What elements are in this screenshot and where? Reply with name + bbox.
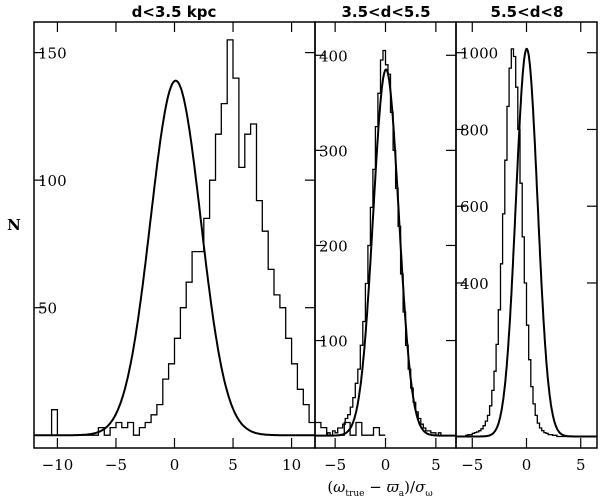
plot-frame	[314, 21, 457, 449]
x-tick-label: 0	[381, 456, 391, 474]
y-tick-label: 300	[319, 142, 348, 160]
x-tick-label: 5	[576, 456, 586, 474]
histogram-steps	[50, 39, 386, 436]
y-tick-label: 400	[319, 47, 348, 65]
panel-title: 3.5<d<5.5	[341, 3, 430, 21]
x-tick-label: 0	[170, 456, 180, 474]
histogram-steps	[461, 48, 592, 438]
x-axis-label: (ωtrue − ϖa)/σω	[327, 478, 432, 499]
y-tick-label: 100	[38, 172, 67, 190]
y-tick-label: 1000	[460, 45, 498, 63]
x-tick-label: 0	[522, 456, 532, 474]
panel-title: 5.5<d<8	[491, 3, 564, 21]
histogram-steps	[325, 49, 446, 437]
x-tick-label: −5	[105, 456, 127, 474]
panel-title: d<3.5 kpc	[132, 3, 217, 21]
gaussian-fit-line	[456, 47, 597, 438]
plot-frame	[455, 21, 598, 449]
y-tick-label: 400	[460, 275, 489, 293]
gaussian-fit-line	[34, 79, 315, 437]
plot-frame	[33, 21, 316, 449]
y-tick-label: 200	[319, 237, 348, 255]
y-tick-label: 50	[38, 300, 57, 318]
y-tick-label: 600	[460, 198, 489, 216]
x-tick-label: 10	[282, 456, 301, 474]
x-tick-label: 5	[228, 456, 238, 474]
y-tick-label: 800	[460, 121, 489, 139]
y-tick-label: 150	[38, 45, 67, 63]
panel-far: 5.5<d<8 −5 0 5 400 600 800 1000	[455, 3, 598, 474]
panel-marks: −5 0 5 400 600 800 1000	[455, 21, 598, 474]
x-tick-label: 5	[431, 456, 441, 474]
y-axis-label: N	[7, 216, 21, 234]
gaussian-fit-line	[315, 68, 456, 437]
panel-marks: −5 0 5 100 200 300 400	[314, 21, 457, 474]
x-tick-label: −10	[42, 456, 74, 474]
x-tick-label: −5	[461, 456, 483, 474]
y-tick-label: 100	[319, 333, 348, 351]
panel-mid: 3.5<d<5.5 −5 0 5 100 200 300 400	[314, 3, 457, 474]
x-tick-label: −5	[324, 456, 346, 474]
